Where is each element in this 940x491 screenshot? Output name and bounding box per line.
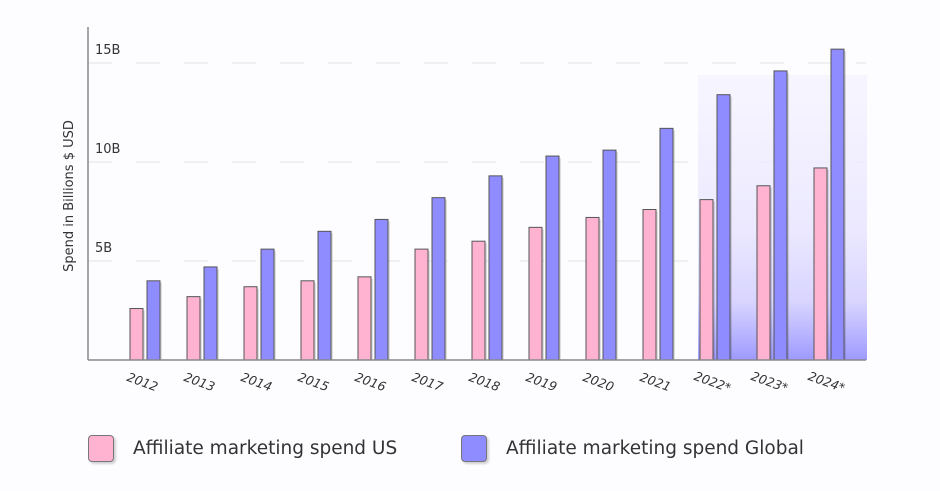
x-tick-label: 2018 (467, 369, 502, 394)
bar-us (300, 280, 315, 361)
bar-us (243, 286, 258, 361)
x-tick-label: 2019 (524, 369, 559, 394)
legend-label-us: Affiliate marketing spend US (133, 438, 398, 459)
bar-global (545, 155, 560, 361)
x-tick-label: 2023* (749, 368, 790, 395)
bar-us (186, 296, 201, 361)
bar-us (129, 308, 144, 361)
x-tick-label: 2022* (692, 368, 733, 395)
bar-us (357, 276, 372, 361)
bar-global (374, 218, 389, 361)
bar-us (813, 167, 828, 361)
bar-global (146, 280, 161, 361)
x-tick-label: 2013 (182, 369, 217, 394)
legend-item-global: Affiliate marketing spend Global (461, 435, 804, 462)
legend-swatch-global (461, 435, 487, 462)
bar-global (773, 70, 788, 361)
x-tick-label: 2014 (239, 369, 274, 394)
bar-global (716, 94, 731, 361)
bar-global (602, 149, 617, 361)
bar-global (431, 197, 446, 361)
bar-global (260, 248, 275, 361)
bar-global (488, 175, 503, 361)
y-tick-label: 15B (95, 43, 120, 58)
bar-global (830, 48, 845, 361)
legend-label-global: Affiliate marketing spend Global (506, 438, 804, 459)
bar-global (317, 230, 332, 361)
bar-us (471, 240, 486, 361)
bar-global (659, 127, 674, 361)
bar-us (756, 185, 771, 361)
bar-us (642, 209, 657, 361)
legend-item-us: Affiliate marketing spend US (88, 435, 397, 462)
x-tick-label: 2021 (638, 369, 673, 394)
bar-global (203, 266, 218, 361)
bar-us (585, 216, 600, 361)
y-tick-label: 10B (95, 142, 120, 157)
y-tick-label: 5B (95, 241, 112, 256)
legend-swatch-us (88, 435, 114, 462)
y-axis-label: Spend in Billions $ USD (62, 120, 77, 272)
x-tick-label: 2012 (125, 369, 160, 394)
bar-us (699, 199, 714, 361)
bar-us (528, 226, 543, 361)
x-tick-label: 2016 (353, 369, 388, 394)
x-tick-label: 2017 (410, 369, 445, 394)
x-tick-label: 2024* (806, 368, 847, 395)
bar-us (414, 248, 429, 361)
x-tick-label: 2020 (581, 369, 616, 394)
x-tick-label: 2015 (296, 369, 331, 394)
